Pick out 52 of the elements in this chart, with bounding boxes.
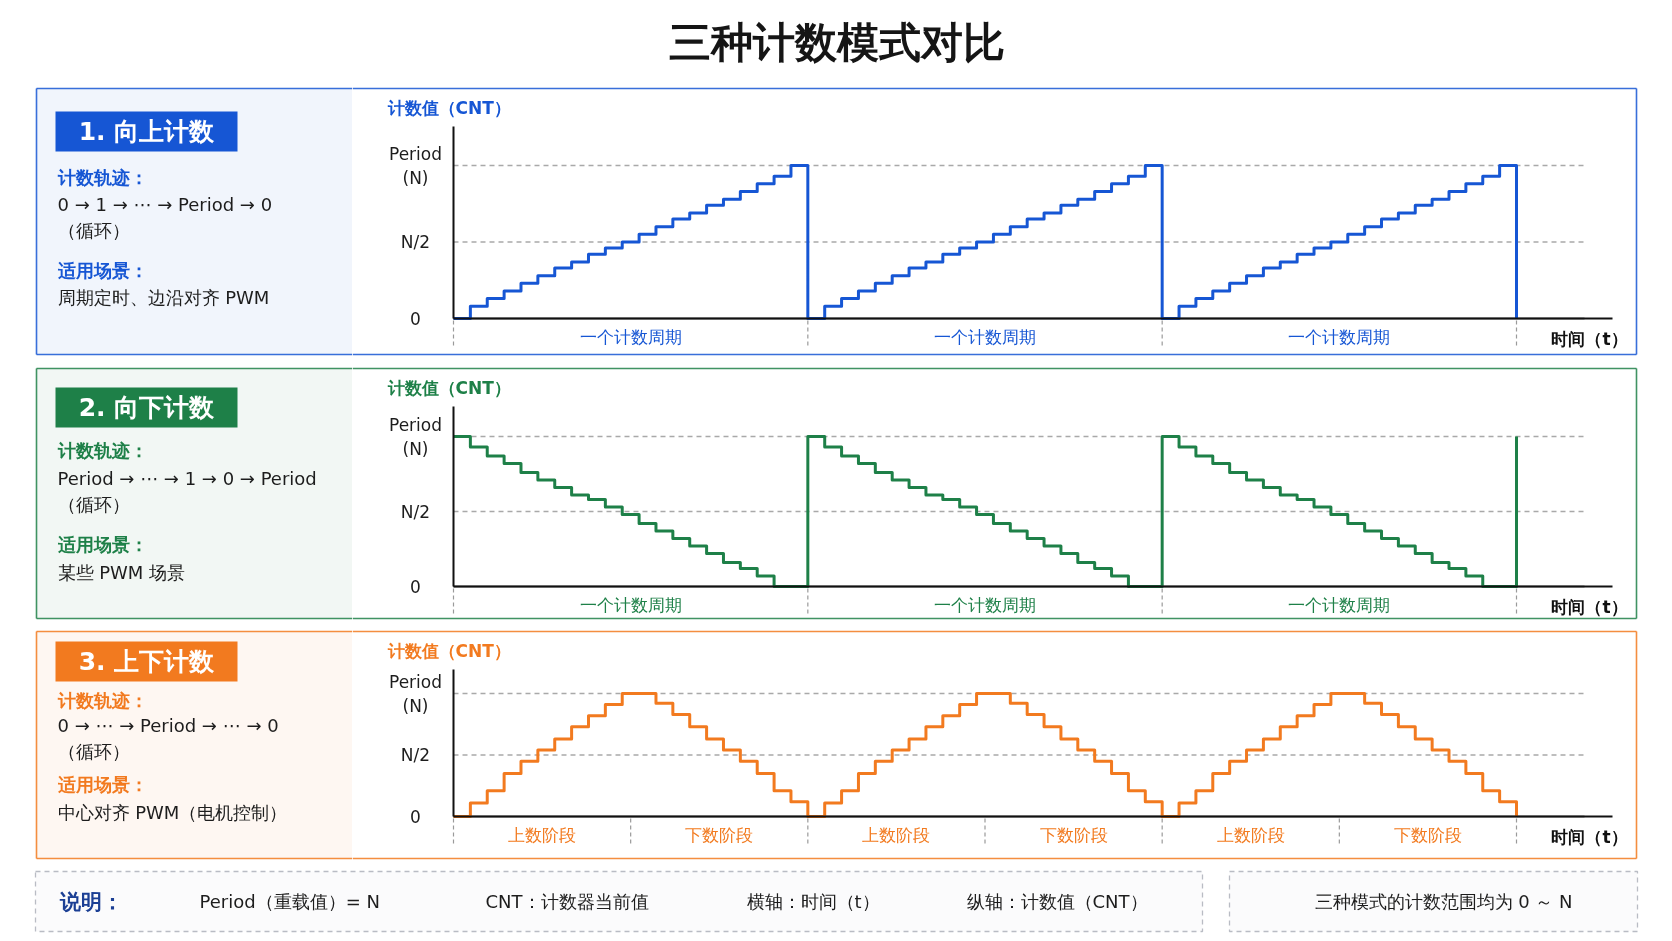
text: 计数轨迹： <box>56 690 148 711</box>
text: CNT：计数器当前值 <box>485 891 649 912</box>
text: 纵轴：计数值（CNT） <box>966 891 1148 912</box>
text: 适用场景： <box>56 260 148 281</box>
text: 周期定时、边沿对齐 PWM <box>57 287 270 308</box>
text: 一个计数周期 <box>579 594 682 615</box>
text: 下数阶段 <box>1039 824 1108 845</box>
x-axis-title: 时间（t） <box>1551 596 1628 617</box>
text: 一个计数周期 <box>1288 326 1391 347</box>
ref-line-label: Period (N) <box>389 414 443 459</box>
ref-line-label: Period (N) <box>389 671 443 716</box>
text: 一个计数周期 <box>934 594 1036 615</box>
text: 一个计数周期 <box>934 326 1036 347</box>
text: 上数阶段 <box>508 824 577 845</box>
ref-line-label: N/2 <box>400 745 431 765</box>
ref-line-label: N/2 <box>400 232 431 252</box>
text: 1. 向上计数 <box>78 117 216 146</box>
y-axis-title: 计数值（CNT） <box>386 97 511 118</box>
y-axis-title: 计数值（CNT） <box>386 377 511 398</box>
ref-line-label: 0 <box>410 577 421 597</box>
text: 横轴：时间（t） <box>746 891 880 912</box>
text: （循环） <box>57 494 130 515</box>
y-axis-title: 计数值（CNT） <box>386 640 511 661</box>
text: 0 → 1 → ⋯ → Period → 0 <box>57 194 273 215</box>
text: 计数轨迹： <box>56 440 148 461</box>
text: 说明： <box>58 889 123 914</box>
text: 计数轨迹： <box>56 167 148 188</box>
text: 中心对齐 PWM（电机控制） <box>57 802 288 823</box>
text: 上数阶段 <box>1216 824 1285 845</box>
text: 下数阶段 <box>1393 824 1462 845</box>
ref-line-label: Period (N) <box>389 143 443 188</box>
text: 适用场景： <box>56 774 148 795</box>
text: 0 → ⋯ → Period → ⋯ → 0 <box>57 715 279 736</box>
text: 适用场景： <box>56 534 148 555</box>
text: Period（重载值）= N <box>199 891 380 912</box>
text: 下数阶段 <box>685 824 754 845</box>
x-axis-title: 时间（t） <box>1551 328 1628 349</box>
text: 三种模式的计数范围均为 0 ～ N <box>1314 891 1573 912</box>
ref-line-label: N/2 <box>400 501 431 522</box>
text: （循环） <box>57 741 130 762</box>
text: Period → ⋯ → 1 → 0 → Period <box>57 468 317 489</box>
x-axis-title: 时间（t） <box>1551 826 1628 847</box>
ref-line-label: 0 <box>410 309 421 329</box>
ref-line-label: 0 <box>410 807 421 827</box>
text: 上数阶段 <box>862 824 931 845</box>
text: 一个计数周期 <box>579 326 682 347</box>
text: 三种计数模式对比 <box>668 18 1005 67</box>
text: 某些 PWM 场景 <box>57 562 186 583</box>
text: 3. 上下计数 <box>78 647 216 676</box>
text: 一个计数周期 <box>1288 594 1391 615</box>
text: （循环） <box>57 220 130 241</box>
text: 2. 向下计数 <box>78 393 216 422</box>
